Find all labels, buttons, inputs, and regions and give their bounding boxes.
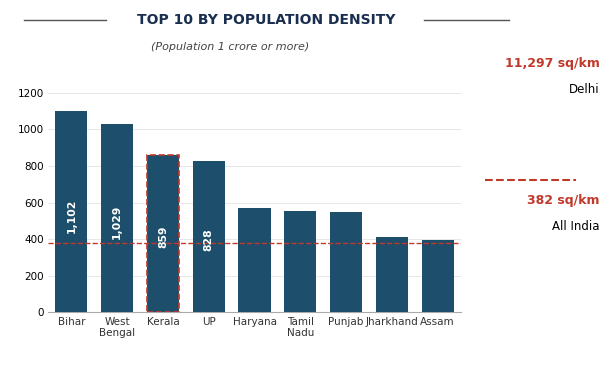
Bar [101,124,133,312]
Text: TOP 10 BY POPULATION DENSITY: TOP 10 BY POPULATION DENSITY [138,13,396,27]
Bar [330,212,362,312]
Text: 1,102: 1,102 [67,199,76,233]
Text: 11,297 sq/km: 11,297 sq/km [505,57,600,70]
Bar [193,161,225,312]
Text: 382 sq/km: 382 sq/km [527,195,600,207]
Text: (Population 1 crore or more): (Population 1 crore or more) [151,42,310,51]
Bar [376,237,408,312]
Text: Delhi: Delhi [569,83,600,96]
Bar [422,240,454,312]
Text: 859: 859 [158,226,168,248]
Text: All India: All India [553,221,600,233]
Text: 414: 414 [387,265,397,288]
Text: 573: 573 [250,251,259,273]
Text: 828: 828 [204,228,214,251]
Bar [147,155,179,312]
Text: 1,029: 1,029 [112,205,122,239]
Text: 555: 555 [295,253,305,275]
Text: 550: 550 [341,253,351,275]
Bar [239,208,270,312]
Text: 397: 397 [433,266,442,289]
Bar [284,211,316,312]
Bar [55,111,87,312]
